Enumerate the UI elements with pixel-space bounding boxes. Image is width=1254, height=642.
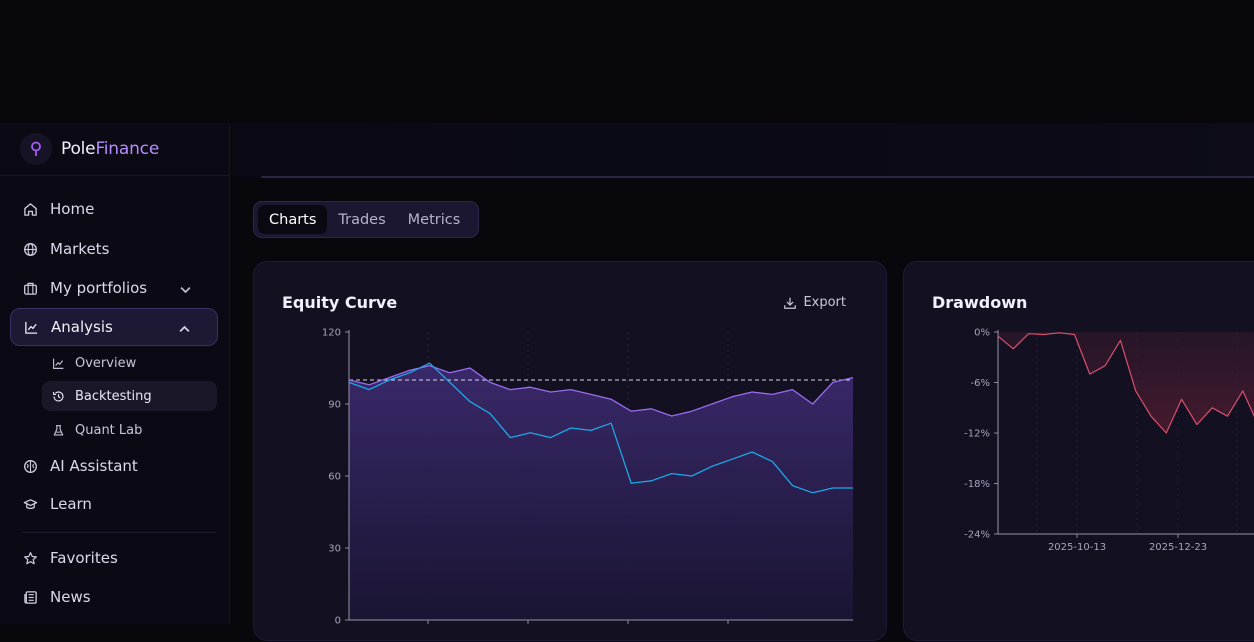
- equity-curve-title: Equity Curve: [282, 293, 398, 312]
- equity-curve-chart: 0 30 60 90 120: [322, 328, 854, 627]
- drawdown-area: [998, 332, 1254, 433]
- brain-icon: [24, 459, 37, 473]
- y-tick-label: 0: [335, 616, 341, 627]
- sidebar-item-analysis[interactable]: Analysis: [10, 308, 218, 346]
- export-label: Export: [803, 295, 846, 310]
- y-tick-label: 120: [322, 328, 341, 339]
- sidebar-item-label: Favorites: [50, 549, 118, 567]
- star-icon: [24, 551, 37, 564]
- chevron-up-icon[interactable]: [177, 322, 192, 337]
- sidebar-item-my-portfolios[interactable]: My portfolios: [10, 269, 218, 307]
- brand[interactable]: PoleFinance: [0, 123, 229, 176]
- tab-metrics[interactable]: Metrics: [407, 211, 461, 228]
- home-icon: [24, 202, 37, 216]
- sidebar-subitem-label: Backtesting: [75, 388, 152, 404]
- benchmark-line: [348, 362, 853, 494]
- drawdown-line: [997, 332, 1254, 434]
- sidebar: PoleFinance Home Markets My portfolios A…: [0, 123, 230, 624]
- sidebar-item-label: Learn: [50, 495, 92, 513]
- sidebar-item-ai-assistant[interactable]: AI Assistant: [10, 447, 218, 485]
- briefcase-icon: [24, 282, 37, 295]
- y-tick-label: -6%: [971, 378, 990, 389]
- sidebar-item-learn[interactable]: Learn: [10, 485, 218, 523]
- sidebar-item-label: Analysis: [51, 318, 113, 336]
- backtest-header-panel: [231, 123, 1254, 178]
- sidebar-item-label: My portfolios: [50, 279, 148, 297]
- sidebar-subitem-label: Overview: [75, 355, 137, 371]
- drawdown-chart: 0% -6% -12% -18% -24% 2025-10-13 2025-12-23: [964, 328, 1254, 553]
- sidebar-subitem-overview[interactable]: Overview: [42, 348, 217, 378]
- flask-icon: [53, 424, 64, 436]
- history-icon: [53, 390, 64, 402]
- x-tick-label: 2025-12-23: [1149, 542, 1207, 553]
- header-panel-border: [261, 176, 1254, 178]
- chevron-down-icon[interactable]: [178, 282, 193, 297]
- chart-line-icon: [53, 358, 64, 369]
- equity-curve-card: Equity Curve Export 0 30 60 90 120: [253, 261, 887, 641]
- y-tick-label: -18%: [964, 479, 990, 490]
- sidebar-item-markets[interactable]: Markets: [10, 230, 218, 268]
- drawdown-card: Drawdown 0% -6% -12% -18% -24% 2025-10-13 2025…: [903, 261, 1254, 641]
- y-tick-label: -24%: [964, 530, 990, 541]
- sidebar-item-label: News: [50, 588, 91, 606]
- globe-icon: [24, 242, 37, 256]
- tab-trades[interactable]: Trades: [338, 211, 386, 228]
- brand-logo-icon: [20, 133, 52, 165]
- sidebar-item-home[interactable]: Home: [10, 190, 218, 228]
- sidebar-subitem-label: Quant Lab: [75, 422, 143, 438]
- brand-name: PoleFinance: [61, 139, 159, 159]
- graduation-cap-icon: [23, 498, 38, 509]
- y-tick-label: 30: [328, 544, 341, 555]
- brand-name-part2: Finance: [95, 139, 160, 159]
- y-tick-label: 0%: [974, 328, 990, 339]
- tab-charts[interactable]: Charts: [258, 205, 328, 234]
- y-tick-label: 60: [328, 472, 341, 483]
- sidebar-item-news[interactable]: News: [10, 578, 218, 616]
- sidebar-item-label: Markets: [50, 240, 110, 258]
- sidebar-divider: [22, 532, 216, 533]
- sidebar-item-label: Home: [50, 200, 95, 218]
- newspaper-icon: [24, 590, 37, 604]
- sidebar-item-label: AI Assistant: [50, 457, 138, 475]
- sidebar-subitem-backtesting[interactable]: Backtesting: [42, 381, 217, 411]
- main-content: Charts Trades Metrics Equity Curve Expor…: [231, 123, 1254, 641]
- view-tabs: Charts Trades Metrics: [253, 201, 479, 238]
- strategy-area: [349, 365, 853, 620]
- x-tick-label: 2025-10-13: [1048, 542, 1106, 553]
- export-button[interactable]: Export: [783, 295, 846, 310]
- brand-name-part1: Pole: [61, 139, 96, 159]
- chart-line-icon: [25, 321, 38, 334]
- y-tick-label: -12%: [964, 429, 990, 440]
- drawdown-title: Drawdown: [932, 293, 1028, 312]
- y-tick-label: 90: [328, 400, 341, 411]
- sidebar-subitem-quant-lab[interactable]: Quant Lab: [42, 415, 217, 445]
- download-icon: [784, 297, 797, 309]
- top-bar: [0, 0, 1254, 123]
- sidebar-item-favorites[interactable]: Favorites: [10, 539, 218, 577]
